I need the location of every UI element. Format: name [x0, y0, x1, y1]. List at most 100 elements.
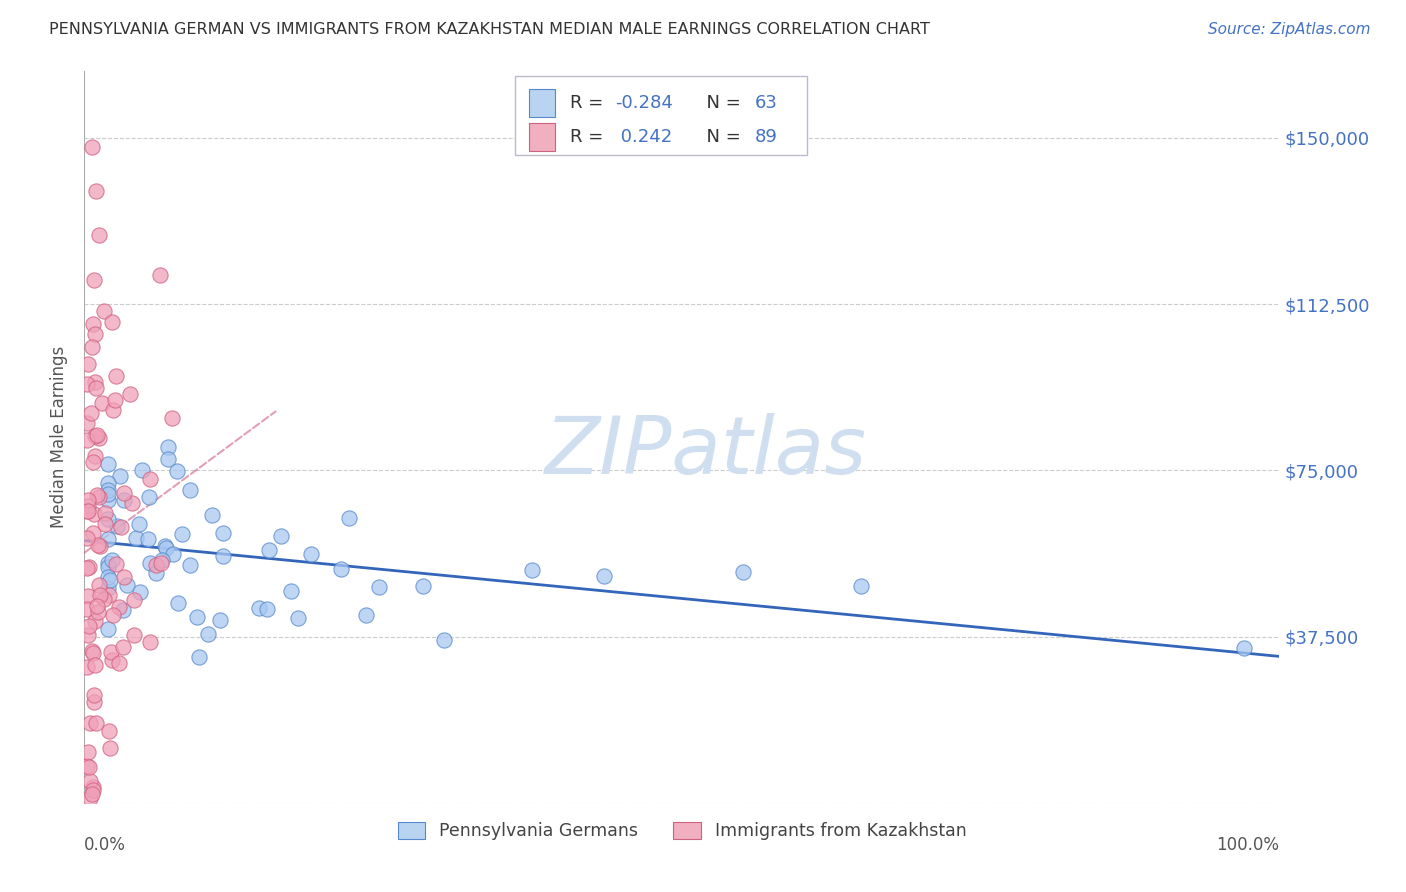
Point — [170, 527, 193, 541]
Point — [155, 541, 177, 555]
Bar — [529, 123, 555, 151]
Point — [179, 483, 201, 497]
Point — [98, 573, 121, 587]
Point — [208, 613, 231, 627]
Text: -0.284: -0.284 — [614, 94, 673, 112]
Point — [149, 268, 172, 282]
Point — [87, 605, 110, 619]
Text: PENNSYLVANIA GERMAN VS IMMIGRANTS FROM KAZAKHSTAN MEDIAN MALE EARNINGS CORRELATI: PENNSYLVANIA GERMAN VS IMMIGRANTS FROM K… — [49, 22, 931, 37]
Point — [107, 657, 129, 671]
Point — [97, 570, 120, 584]
Legend: Pennsylvania Germans, Immigrants from Kazakhstan: Pennsylvania Germans, Immigrants from Ka… — [389, 814, 974, 849]
Point — [329, 562, 352, 576]
Point — [86, 184, 108, 198]
Point — [120, 387, 142, 401]
Point — [520, 563, 543, 577]
Text: R =: R = — [569, 128, 609, 146]
Point — [108, 600, 131, 615]
Point — [104, 368, 127, 383]
Point — [82, 782, 104, 797]
Point — [121, 496, 143, 510]
Point — [97, 512, 120, 526]
Point — [79, 773, 101, 788]
Point — [153, 539, 176, 553]
Point — [77, 357, 100, 371]
Point — [136, 533, 159, 547]
Point — [280, 584, 302, 599]
Point — [82, 525, 104, 540]
Point — [82, 340, 104, 354]
Point — [79, 716, 101, 731]
Point — [270, 529, 292, 543]
Point — [122, 628, 145, 642]
Y-axis label: Median Male Earnings: Median Male Earnings — [51, 346, 69, 528]
Point — [77, 589, 100, 603]
Point — [257, 542, 280, 557]
Point — [138, 491, 160, 505]
Point — [77, 559, 100, 574]
Point — [82, 780, 104, 794]
Point — [412, 579, 434, 593]
Point — [108, 468, 131, 483]
Text: R =: R = — [569, 94, 609, 112]
Point — [87, 490, 110, 504]
Point — [101, 315, 124, 329]
Point — [97, 622, 120, 636]
Point — [84, 326, 107, 341]
Point — [145, 566, 167, 580]
Point — [122, 593, 145, 607]
Point — [111, 640, 134, 654]
Point — [128, 516, 150, 531]
Point — [115, 578, 138, 592]
Point — [101, 403, 124, 417]
Point — [76, 376, 98, 391]
Point — [299, 547, 322, 561]
Point — [83, 273, 105, 287]
Point — [97, 560, 120, 574]
Point — [188, 649, 211, 664]
Point — [80, 643, 103, 657]
Point — [84, 375, 107, 389]
Point — [77, 504, 100, 518]
Point — [89, 578, 111, 592]
Point — [101, 653, 124, 667]
Point — [186, 610, 208, 624]
Point — [851, 579, 873, 593]
Point — [166, 464, 188, 478]
Text: 63: 63 — [755, 94, 778, 112]
Point — [97, 532, 120, 546]
Point — [89, 539, 111, 553]
Point — [139, 635, 162, 649]
Point — [84, 450, 107, 464]
Point — [593, 569, 616, 583]
Text: 89: 89 — [755, 128, 778, 146]
Point — [105, 519, 128, 533]
Point — [139, 471, 162, 485]
Point — [166, 596, 188, 610]
Point — [80, 787, 103, 801]
Point — [145, 558, 167, 572]
Point — [93, 303, 115, 318]
Point — [87, 431, 110, 445]
Point — [110, 520, 132, 534]
Point — [76, 531, 98, 545]
Point — [76, 602, 98, 616]
Bar — [529, 89, 555, 117]
Point — [160, 410, 183, 425]
Point — [112, 602, 135, 616]
Point — [197, 626, 219, 640]
Point — [84, 429, 107, 443]
Point — [112, 486, 135, 500]
Point — [247, 600, 270, 615]
Point — [97, 483, 120, 497]
Point — [156, 441, 179, 455]
Point — [97, 457, 120, 471]
Point — [83, 695, 105, 709]
Point — [112, 493, 135, 508]
Point — [94, 516, 117, 531]
Point — [162, 547, 184, 561]
Point — [82, 317, 104, 331]
Point — [86, 381, 108, 395]
Point — [89, 588, 111, 602]
Text: Source: ZipAtlas.com: Source: ZipAtlas.com — [1208, 22, 1371, 37]
